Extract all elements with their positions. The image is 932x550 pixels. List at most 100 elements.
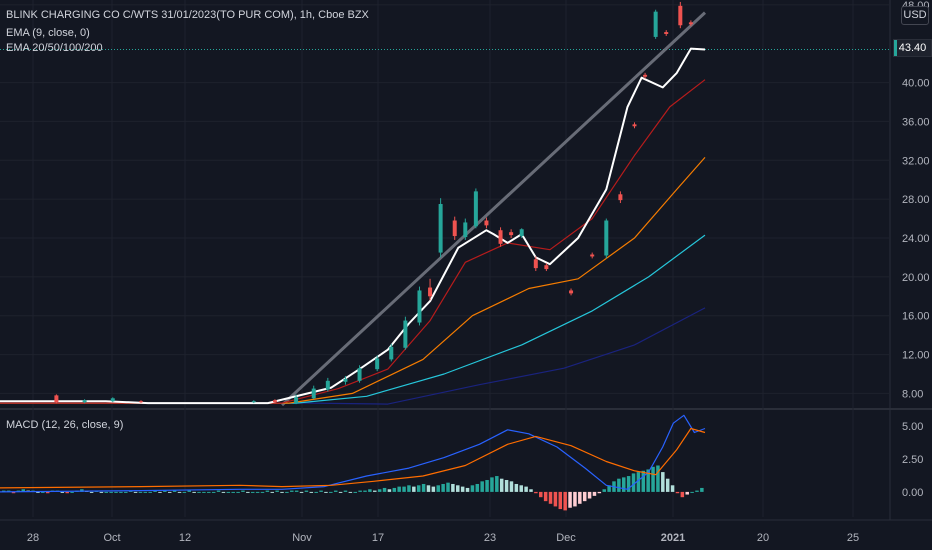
macd-histogram-bar — [309, 491, 314, 493]
macd-histogram-bar — [392, 487, 397, 492]
candle-body — [688, 22, 693, 25]
macd-legend[interactable]: MACD (12, 26, close, 9) — [6, 419, 124, 431]
candle-body — [463, 222, 468, 238]
last-price-label: 43.40 — [893, 39, 932, 57]
macd-histogram-bar — [290, 490, 294, 492]
macd-histogram-bar — [109, 491, 113, 493]
macd-histogram-bar — [602, 489, 606, 492]
ema200-line — [0, 307, 706, 405]
macd-histogram-bar — [436, 485, 440, 492]
macd-histogram-bar — [348, 491, 353, 493]
price-tick-label: 16.00 — [902, 311, 930, 323]
candle-body — [375, 358, 380, 370]
macd-histogram-bar — [597, 491, 602, 494]
macd-histogram-bar — [265, 490, 270, 492]
candle-body — [139, 401, 143, 403]
macd-histogram-bar — [685, 491, 689, 495]
macd-histogram-bar — [45, 491, 50, 494]
macd-histogram-bar — [333, 490, 338, 492]
candle-body — [325, 380, 330, 390]
macd-histogram-bar — [670, 485, 675, 492]
time-tick-label: Oct — [103, 532, 120, 544]
macd-histogram-bar — [402, 486, 406, 492]
macd-histogram-bar — [519, 485, 523, 492]
macd-histogram-bar — [167, 491, 172, 493]
macd-histogram-bar — [153, 490, 157, 492]
price-tick-label: 20.00 — [902, 272, 930, 284]
candle-body — [632, 124, 637, 127]
candle-body — [498, 230, 503, 244]
time-axis[interactable]: 28 Oct 12 Nov 17 23 Dec 2021 20 25 — [27, 532, 859, 544]
time-tick-label: 2021 — [661, 532, 685, 544]
macd-histogram-bar — [441, 483, 445, 492]
candle-body — [533, 259, 538, 269]
macd-histogram-bar — [387, 489, 392, 492]
price-pane[interactable] — [0, 1, 890, 407]
macd-tick-label: 5.00 — [902, 421, 923, 433]
macd-histogram-bar — [573, 491, 577, 507]
currency-badge[interactable]: USD — [901, 6, 929, 25]
macd-histogram-bar — [524, 486, 528, 492]
candle-body — [484, 220, 489, 226]
macd-histogram-bar — [665, 478, 670, 492]
macd-histogram-bar — [568, 491, 572, 508]
macd-histogram-bar — [499, 478, 504, 492]
macd-histogram-bar — [563, 491, 567, 511]
macd-histogram-bar — [304, 490, 309, 492]
candle-body — [618, 194, 623, 201]
macd-histogram-bar — [324, 491, 328, 493]
macd-histogram-bar — [421, 483, 426, 492]
ema9-legend[interactable]: EMA (9, close, 0) — [6, 27, 90, 39]
macd-histogram-bar — [373, 490, 377, 492]
macd-pane[interactable] — [0, 414, 706, 511]
macd-histogram-bar — [65, 491, 69, 494]
price-tick-label: 12.00 — [902, 350, 930, 362]
macd-histogram-bar — [558, 491, 563, 510]
ema50-line — [0, 157, 706, 404]
macd-histogram-bar — [158, 491, 162, 493]
candle-body — [519, 229, 524, 237]
macd-histogram-bar — [246, 491, 250, 493]
macd-histogram-bar — [543, 491, 548, 502]
macd-histogram-bar — [700, 487, 704, 492]
macd-histogram-bar — [148, 491, 152, 493]
candle-body — [110, 398, 115, 402]
macd-histogram-bar — [382, 487, 387, 492]
macd-histogram-bar — [480, 481, 484, 492]
macd-histogram-bar — [21, 489, 26, 492]
macd-histogram-bar — [114, 491, 118, 493]
macd-histogram-bar — [368, 489, 372, 492]
candle-body — [643, 74, 648, 77]
price-tick-label: 40.00 — [902, 78, 930, 90]
macd-histogram-bar — [99, 491, 104, 493]
macd-histogram-bar — [431, 486, 436, 492]
candle-body — [389, 346, 394, 360]
macd-histogram-bar — [192, 491, 196, 493]
macd-histogram-bar — [275, 490, 279, 492]
macd-histogram-bar — [60, 491, 65, 493]
macd-histogram-bar — [680, 491, 685, 498]
macd-histogram-bar — [460, 486, 465, 492]
macd-histogram-bar — [509, 481, 514, 492]
ema-group-legend[interactable]: EMA 20/50/100/200 — [6, 42, 103, 54]
symbol-title[interactable]: BLINK CHARGING CO C/WTS 31/01/2023(TO PU… — [6, 9, 369, 21]
price-tick-label: 36.00 — [902, 116, 930, 128]
time-tick-label: 23 — [484, 532, 496, 544]
price-tick-label: 8.00 — [902, 388, 923, 400]
macd-histogram-bar — [187, 490, 192, 492]
macd-histogram-bar — [651, 466, 655, 492]
macd-histogram-bar — [656, 465, 660, 492]
price-axis[interactable]: 8.00 12.00 16.00 20.00 24.00 28.00 32.00 36.00 4… — [902, 0, 930, 400]
macd-histogram-bar — [465, 487, 470, 492]
candle-body — [569, 290, 574, 294]
macd-axis[interactable]: 5.00 2.50 0.00 — [902, 421, 923, 499]
macd-histogram-bar — [626, 476, 631, 492]
macd-histogram-bar — [270, 491, 275, 493]
macd-histogram-bar — [377, 489, 382, 492]
macd-histogram-bar — [119, 491, 123, 493]
trend-line — [280, 11, 707, 407]
macd-histogram-bar — [172, 490, 177, 492]
candle-body — [82, 400, 87, 403]
macd-histogram-bar — [553, 491, 558, 507]
